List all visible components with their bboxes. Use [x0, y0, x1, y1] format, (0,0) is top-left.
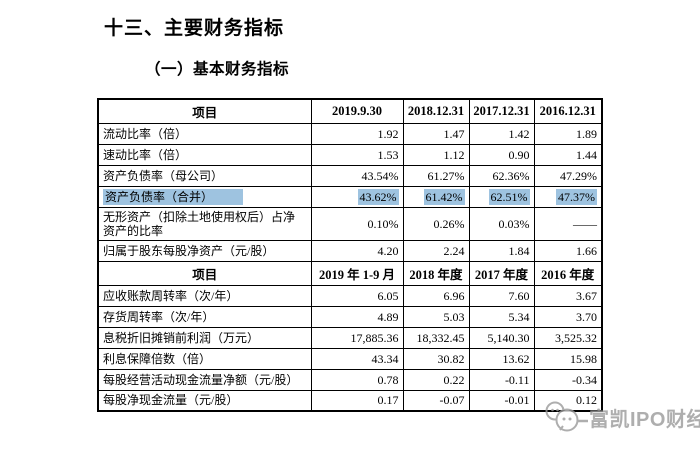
- value-cell: 30.82: [402, 347, 470, 370]
- value-cell: 13.62: [468, 347, 535, 370]
- value-cell: 15.98: [533, 347, 603, 370]
- value-cell: 1.89: [533, 122, 603, 145]
- value-cell: 61.27%: [402, 164, 470, 187]
- value-cell: 1.66: [533, 239, 603, 262]
- row-label: 流动比率（倍）: [97, 122, 312, 145]
- item-column-header: 项目: [97, 260, 312, 286]
- value-cell: 62.51%: [468, 185, 535, 208]
- value-cell: 5,140.30: [468, 326, 535, 349]
- value-cell: 1.92: [310, 122, 404, 145]
- row-label: 速动比率（倍）: [97, 143, 312, 166]
- value-cell: -0.07: [402, 389, 470, 412]
- value-cell: 4.89: [310, 305, 404, 328]
- header-row: 项目 2019 年 1-9 月 2018 年度 2017 年度 2016 年度: [97, 260, 603, 286]
- value-cell: 3.67: [533, 284, 603, 307]
- highlighted-text: 43.62%: [357, 188, 399, 205]
- highlighted-text: 资产负债率（合并）: [103, 188, 244, 205]
- value-cell: 0.26%: [402, 206, 470, 241]
- row-label: 无形资产（扣除土地使用权后）占净资产的比率: [97, 206, 312, 241]
- value-cell: 6.05: [310, 284, 404, 307]
- row-label: 资产负债率（母公司）: [97, 164, 312, 187]
- value-cell: 4.20: [310, 239, 404, 262]
- table-row: 无形资产（扣除土地使用权后）占净资产的比率 0.10% 0.26% 0.03% ——: [97, 206, 603, 241]
- row-label: 息税折旧摊销前利润（万元）: [97, 326, 312, 349]
- value-cell: 1.44: [533, 143, 603, 166]
- watermark-text: 富凯IPO财经: [589, 408, 700, 431]
- value-cell: 1.42: [468, 122, 535, 145]
- row-label: 归属于股东每股净资产（元/股）: [97, 239, 312, 262]
- value-cell: 1.53: [310, 143, 404, 166]
- value-cell: 17,885.36: [310, 326, 404, 349]
- table-row: 息税折旧摊销前利润（万元） 17,885.36 18,332.45 5,140.30 3…: [97, 326, 603, 349]
- period-column-header: 2017 年度: [468, 260, 535, 286]
- value-cell: 47.29%: [533, 164, 603, 187]
- value-cell: 6.96: [402, 284, 470, 307]
- table-row: 每股经营活动现金流量净额（元/股） 0.78 0.22 -0.11 -0.34: [97, 368, 603, 391]
- period-column-header: 2018 年度: [402, 260, 470, 286]
- table-row: 速动比率（倍） 1.53 1.12 0.90 1.44: [97, 143, 603, 166]
- value-cell: 1.47: [402, 122, 470, 145]
- table-row: 归属于股东每股净资产（元/股） 4.20 2.24 1.84 1.66: [97, 239, 603, 262]
- value-cell: -0.34: [533, 368, 603, 391]
- value-cell: 0.22: [402, 368, 470, 391]
- value-cell: ——: [533, 206, 603, 241]
- financial-table: 项目 2019.9.30 2018.12.31 2017.12.31 2016.12.3…: [97, 98, 603, 412]
- period-column-header: 2016 年度: [533, 260, 603, 286]
- value-cell: 3,525.32: [533, 326, 603, 349]
- row-label: 资产负债率（合并）: [97, 185, 312, 208]
- table-row: 存货周转率（次/年） 4.89 5.03 5.34 3.70: [97, 305, 603, 328]
- highlighted-text: 47.37%: [556, 188, 597, 205]
- table-row: 资产负债率（母公司） 43.54% 61.27% 62.36% 47.29%: [97, 164, 603, 187]
- table-row: 利息保障倍数（倍） 43.34 30.82 13.62 15.98: [97, 347, 603, 370]
- value-cell: 0.90: [468, 143, 535, 166]
- period-column-header: 2017.12.31: [468, 98, 535, 124]
- period-column-header: 2019.9.30: [310, 98, 404, 124]
- value-cell: -0.11: [468, 368, 535, 391]
- value-cell: -0.01: [468, 389, 535, 412]
- page-title: 十三、主要财务指标: [104, 18, 285, 39]
- item-column-header: 项目: [97, 98, 312, 124]
- value-cell: 7.60: [468, 284, 535, 307]
- table-row: 资产负债率（合并） 43.62% 61.42% 62.51% 47.37%: [97, 185, 603, 208]
- financial-table-body: 项目 2019.9.30 2018.12.31 2017.12.31 2016.12.3…: [97, 98, 603, 412]
- value-cell: 61.42%: [402, 185, 470, 208]
- row-label: 每股经营活动现金流量净额（元/股）: [97, 368, 312, 391]
- table-row: 每股净现金流量（元/股） 0.17 -0.07 -0.01 0.12: [97, 389, 603, 412]
- highlighted-text: 61.42%: [423, 188, 465, 205]
- value-cell: 0.12: [533, 389, 603, 412]
- value-cell: 0.17: [310, 389, 404, 412]
- value-cell: 0.78: [310, 368, 404, 391]
- value-cell: 5.34: [468, 305, 535, 328]
- row-label: 应收账款周转率（次/年）: [97, 284, 312, 307]
- value-cell: 47.37%: [533, 185, 603, 208]
- value-cell: 3.70: [533, 305, 603, 328]
- value-cell: 0.10%: [310, 206, 404, 241]
- value-cell: 5.03: [402, 305, 470, 328]
- period-column-header: 2016.12.31: [533, 98, 603, 124]
- table-row: 流动比率（倍） 1.92 1.47 1.42 1.89: [97, 122, 603, 145]
- row-label: 利息保障倍数（倍）: [97, 347, 312, 370]
- value-cell: 62.36%: [468, 164, 535, 187]
- row-label: 存货周转率（次/年）: [97, 305, 312, 328]
- value-cell: 0.03%: [468, 206, 535, 241]
- period-column-header: 2018.12.31: [402, 98, 470, 124]
- header-row: 项目 2019.9.30 2018.12.31 2017.12.31 2016.12.3…: [97, 98, 603, 124]
- value-cell: 1.12: [402, 143, 470, 166]
- value-cell: 2.24: [402, 239, 470, 262]
- value-cell: 43.62%: [310, 185, 404, 208]
- value-cell: 43.34: [310, 347, 404, 370]
- highlighted-text: 62.51%: [488, 188, 530, 205]
- period-column-header: 2019 年 1-9 月: [310, 260, 404, 286]
- table-row: 应收账款周转率（次/年） 6.05 6.96 7.60 3.67: [97, 284, 603, 307]
- section-title: （一）基本财务指标: [145, 61, 290, 78]
- value-cell: 1.84: [468, 239, 535, 262]
- row-label: 每股净现金流量（元/股）: [97, 389, 312, 412]
- value-cell: 18,332.45: [402, 326, 470, 349]
- value-cell: 43.54%: [310, 164, 404, 187]
